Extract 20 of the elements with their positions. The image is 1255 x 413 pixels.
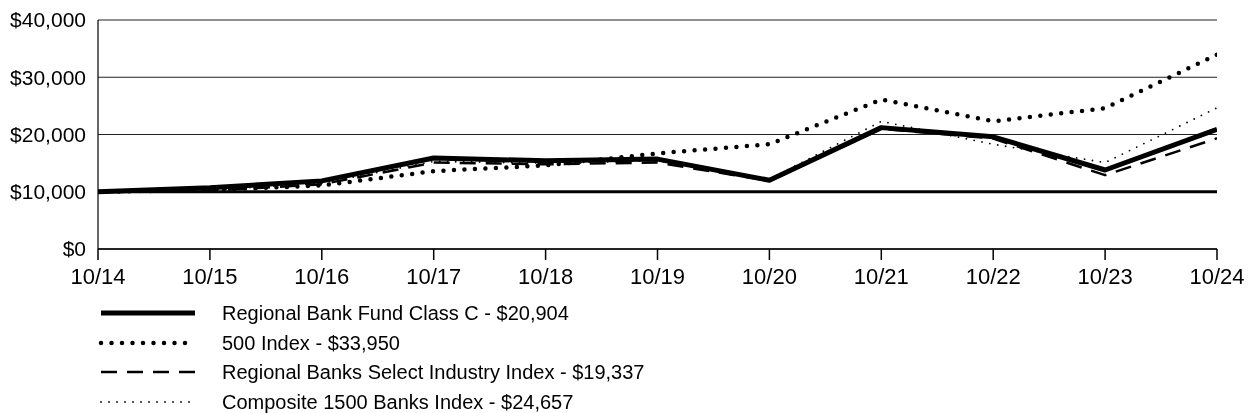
- legend-label: Composite 1500 Banks Index - $24,657: [222, 390, 574, 413]
- legend-label: 500 Index - $33,950: [222, 331, 400, 354]
- y-tick-label: $20,000: [10, 122, 86, 146]
- y-tick-label: $30,000: [10, 65, 86, 89]
- x-tick-label: 10/17: [406, 263, 462, 289]
- x-tick-label: 10/19: [629, 263, 686, 289]
- x-tick-label: 10/24: [1189, 263, 1245, 289]
- x-tick-label: 10/16: [294, 263, 350, 289]
- x-tick-label: 10/21: [853, 263, 909, 289]
- x-tick-label: 10/14: [70, 263, 126, 289]
- legend-label: Regional Bank Fund Class C - $20,904: [222, 302, 569, 324]
- x-tick-label: 10/15: [182, 263, 238, 289]
- legend-label: Regional Banks Select Industry Index - $19,337: [222, 361, 645, 384]
- x-tick-label: 10/22: [965, 263, 1021, 289]
- y-tick-label: $40,000: [10, 8, 86, 32]
- y-tick-label: $0: [62, 237, 86, 261]
- x-tick-label: 10/23: [1077, 263, 1133, 289]
- x-tick-label: 10/20: [741, 263, 797, 289]
- y-tick-label: $10,000: [10, 180, 86, 204]
- x-tick-label: 10/18: [518, 263, 574, 289]
